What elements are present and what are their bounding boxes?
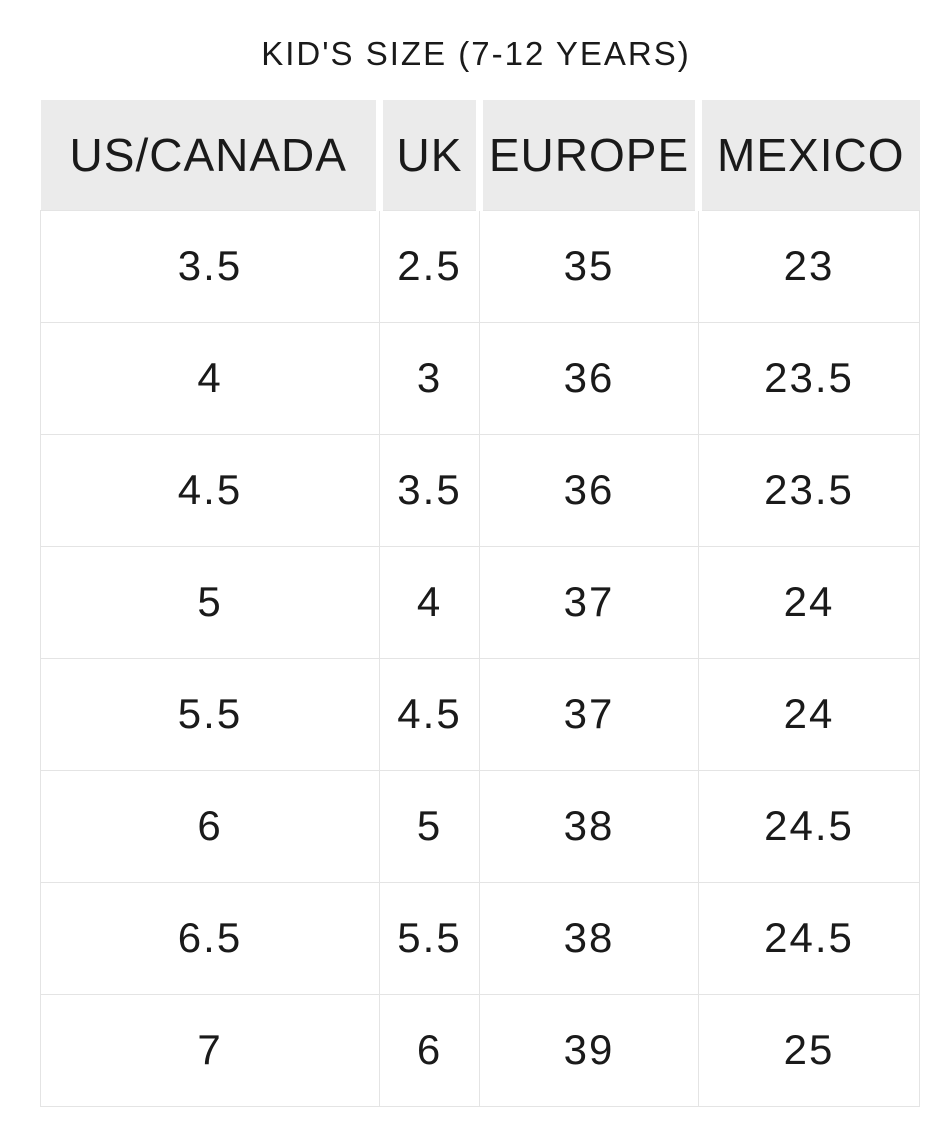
table-cell: 36 — [479, 321, 699, 435]
table-cell: 5.5 — [40, 657, 380, 771]
table-cell: 35 — [479, 209, 699, 323]
size-table-body: 3.5 2.5 35 23 4 3 36 23.5 4.5 3.5 36 23.5 5 4 37 24 5.5 4… — [40, 209, 920, 1107]
column-header-europe: EUROPE — [476, 100, 699, 210]
table-cell: 37 — [479, 657, 699, 771]
table-row: 4 3 36 23.5 — [40, 321, 920, 435]
table-cell: 5 — [379, 769, 480, 883]
size-table-header: US/CANADA UK EUROPE MEXICO — [40, 100, 920, 210]
table-cell: 24.5 — [698, 769, 920, 883]
size-conversion-table: US/CANADA UK EUROPE MEXICO 3.5 2.5 35 23 4 3 3… — [40, 100, 920, 1107]
table-cell: 7 — [40, 993, 380, 1107]
table-cell: 6 — [40, 769, 380, 883]
table-row: 7 6 39 25 — [40, 993, 920, 1107]
table-cell: 24 — [698, 545, 920, 659]
table-cell: 24.5 — [698, 881, 920, 995]
header-row: US/CANADA UK EUROPE MEXICO — [40, 100, 920, 210]
table-cell: 39 — [479, 993, 699, 1107]
table-row: 5 4 37 24 — [40, 545, 920, 659]
table-cell: 24 — [698, 657, 920, 771]
table-cell: 23.5 — [698, 433, 920, 547]
table-cell: 4.5 — [379, 657, 480, 771]
table-cell: 4 — [379, 545, 480, 659]
table-cell: 3.5 — [379, 433, 480, 547]
table-row: 6.5 5.5 38 24.5 — [40, 881, 920, 995]
table-cell: 3 — [379, 321, 480, 435]
column-header-uk: UK — [376, 100, 480, 210]
table-cell: 25 — [698, 993, 920, 1107]
table-cell: 3.5 — [40, 209, 380, 323]
table-cell: 38 — [479, 769, 699, 883]
table-cell: 37 — [479, 545, 699, 659]
table-cell: 4 — [40, 321, 380, 435]
table-row: 5.5 4.5 37 24 — [40, 657, 920, 771]
column-header-us-canada: US/CANADA — [40, 100, 380, 210]
size-chart-title: KID'S SIZE (7-12 YEARS) — [261, 35, 691, 72]
table-cell: 36 — [479, 433, 699, 547]
table-row: 3.5 2.5 35 23 — [40, 209, 920, 323]
table-cell: 4.5 — [40, 433, 380, 547]
table-cell: 5 — [40, 545, 380, 659]
column-header-mexico: MEXICO — [695, 100, 920, 210]
table-cell: 5.5 — [379, 881, 480, 995]
table-cell: 6 — [379, 993, 480, 1107]
table-cell: 6.5 — [40, 881, 380, 995]
table-row: 6 5 38 24.5 — [40, 769, 920, 883]
table-cell: 2.5 — [379, 209, 480, 323]
table-cell: 23 — [698, 209, 920, 323]
table-cell: 23.5 — [698, 321, 920, 435]
table-row: 4.5 3.5 36 23.5 — [40, 433, 920, 547]
table-cell: 38 — [479, 881, 699, 995]
